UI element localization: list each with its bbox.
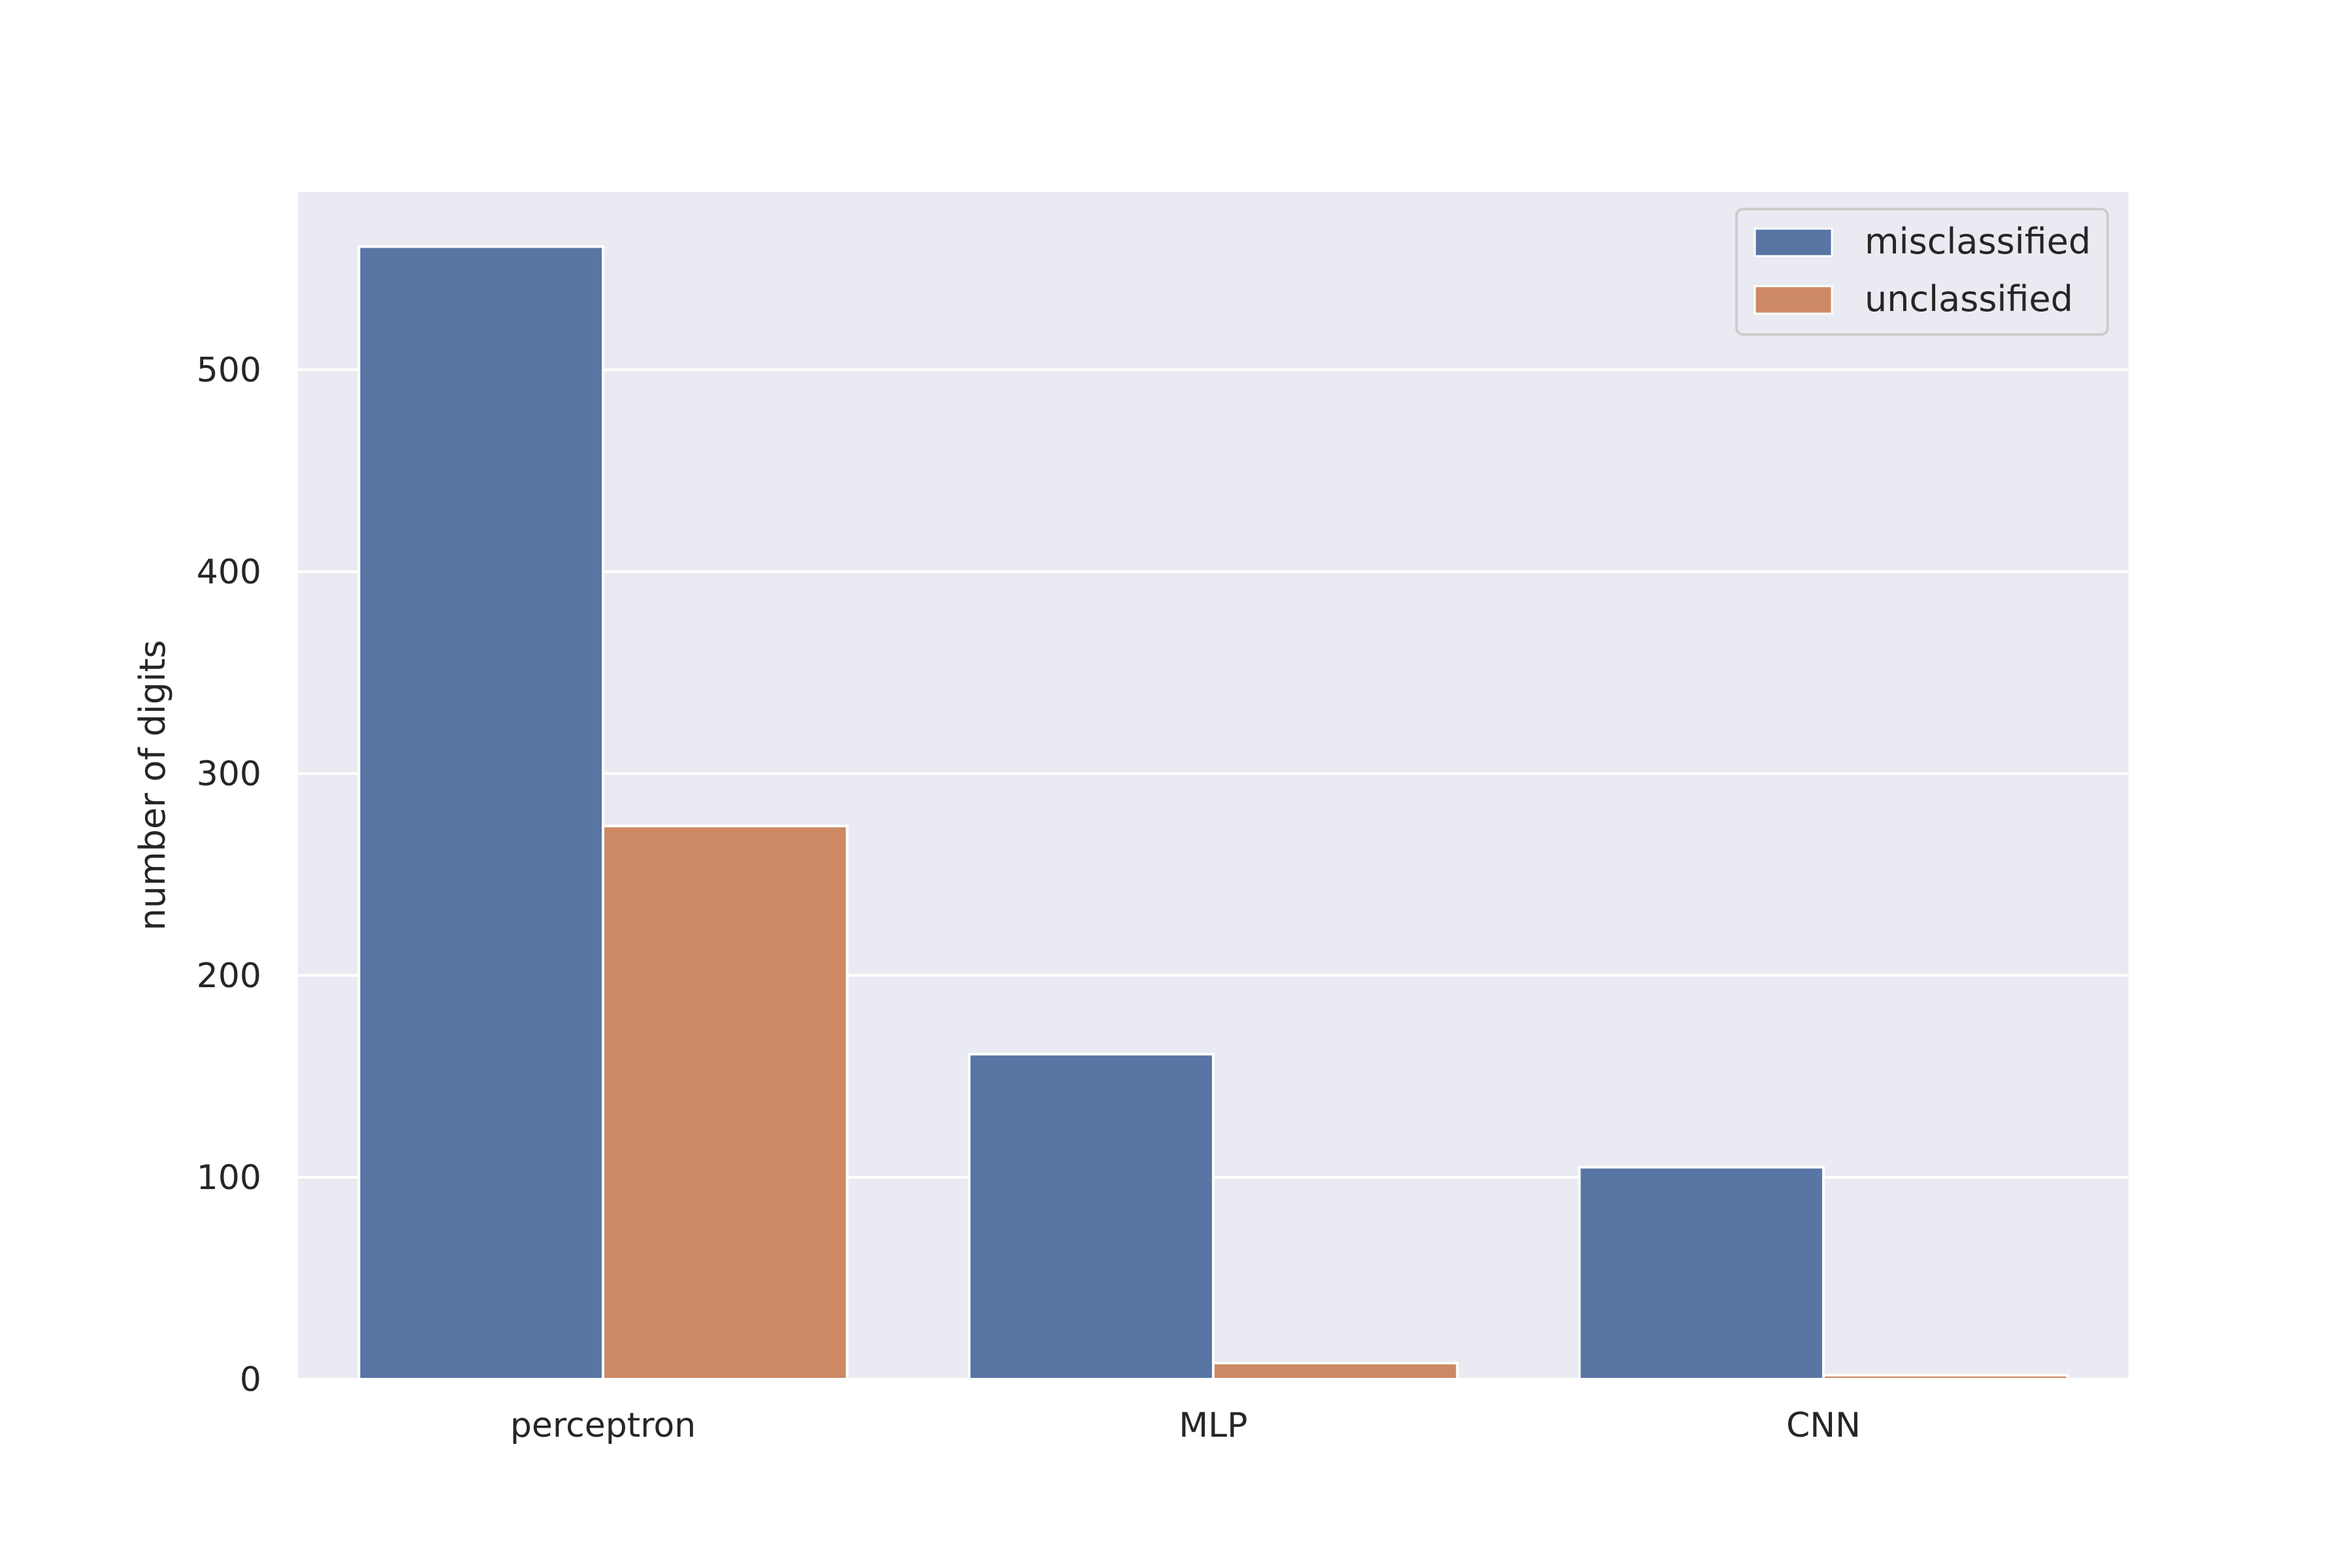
y-axis-ticks: 0 100 200 300 400 500 xyxy=(197,351,261,1399)
bar-unclassified-perceptron xyxy=(602,825,849,1380)
legend-label-unclassified: unclassified xyxy=(1865,278,2073,319)
y-tick-label: 400 xyxy=(197,553,261,592)
legend-swatch-misclassified xyxy=(1754,227,1833,257)
legend: misclassified unclassified xyxy=(1735,208,2109,336)
y-axis-label: number of digits xyxy=(132,640,173,931)
x-axis-ticks: perceptron MLP CNN xyxy=(510,1406,1861,1445)
legend-label-misclassified: misclassified xyxy=(1865,221,2091,262)
bar-unclassified-MLP xyxy=(1212,1362,1459,1380)
bar-misclassified-MLP xyxy=(968,1053,1215,1380)
x-tick-label: MLP xyxy=(1179,1406,1247,1445)
x-tick-label: CNN xyxy=(1786,1406,1861,1445)
legend-swatch-unclassified xyxy=(1754,285,1833,315)
bar-misclassified-CNN xyxy=(1578,1166,1825,1381)
bars xyxy=(357,245,2069,1381)
y-tick-label: 200 xyxy=(197,956,261,996)
y-tick-label: 300 xyxy=(197,755,261,794)
y-tick-label: 0 xyxy=(240,1360,261,1399)
bar-misclassified-perceptron xyxy=(357,245,605,1380)
y-tick-label: 500 xyxy=(197,351,261,390)
x-tick-label: perceptron xyxy=(510,1406,696,1445)
y-tick-label: 100 xyxy=(197,1158,261,1198)
bar-unclassified-CNN xyxy=(1822,1373,2069,1381)
